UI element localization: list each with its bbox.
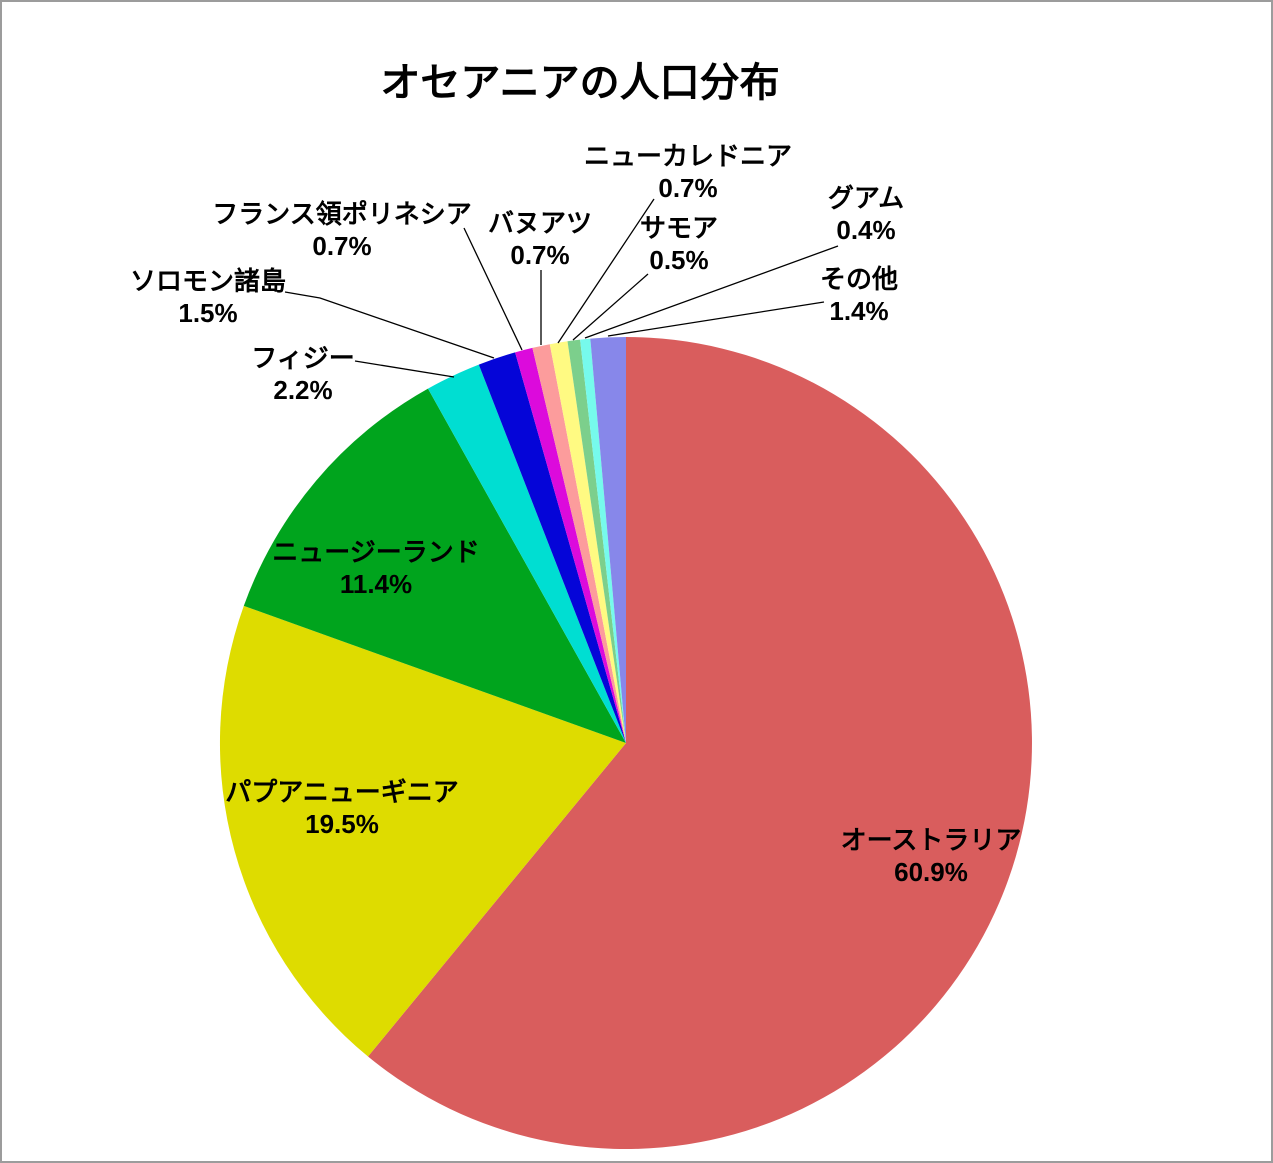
slice-label-name: ニュージーランド [272,537,480,567]
slice-label-new-caledonia: ニューカレドニア 0.7% [584,140,792,204]
pie-slice-new-caledonia [549,341,626,743]
pie-slice-solomon-islands [478,352,626,743]
slice-label-new-zealand: ニュージーランド 11.4% [272,536,479,600]
slice-label-name: ニューカレドニア [583,141,793,171]
pie-slice-samoa [567,339,626,743]
slice-label-name: ソロモン諸島 [129,266,287,296]
leader-line-solomon-islands [284,291,495,359]
slice-label-percent: 0.7% [658,173,718,203]
leader-line-french-polynesia [463,227,523,351]
pie-slice-french-polynesia [515,347,626,743]
pie-slice-guam [580,338,626,743]
pie-slice-other [590,337,626,743]
slice-label-percent: 2.2% [273,375,333,405]
pie-slice-australia [368,337,1032,1149]
slice-label-percent: 11.4% [339,569,413,599]
leader-line-new-caledonia [557,198,655,344]
slice-label-french-polynesia: フランス領ポリネシア 0.7% [212,198,471,262]
pie-slices [219,337,1032,1149]
leader-line-samoa [572,273,649,341]
slice-label-solomon-islands: ソロモン諸島 1.5% [130,265,286,329]
slice-label-name: その他 [819,264,899,294]
slice-label-other: その他 1.4% [820,263,898,327]
slice-label-name: フィジー [251,343,355,373]
slice-label-percent: 19.5% [305,809,379,839]
slice-label-papua-new-guinea: パプアニューギニア 19.5% [225,776,458,840]
pie-slice-fiji [428,364,626,743]
slice-label-samoa: サモア 0.5% [640,212,718,276]
chart-title: オセアニアの人口分布 [380,61,780,105]
slice-label-percent: 0.4% [836,215,896,245]
leader-line-guam [584,245,839,339]
pie-slice-papua-new-guinea [219,605,626,1057]
pie-slice-new-zealand [243,388,627,743]
slice-label-name: オーストラリア [840,825,1022,855]
slice-label-vanuatu: バヌアツ 0.7% [488,207,592,271]
slice-label-australia: オーストラリア 60.9% [841,824,1022,888]
slice-label-name: パプアニューギニア [225,777,459,807]
slice-label-name: バヌアツ [487,208,593,238]
slice-label-percent: 0.5% [649,245,709,275]
slice-label-percent: 0.7% [510,240,570,270]
slice-label-percent: 0.7% [312,231,372,261]
leader-lines [284,198,839,378]
slice-label-percent: 1.4% [829,296,889,326]
slice-label-percent: 1.5% [178,298,238,328]
slice-label-name: フランス領ポリネシア [212,199,472,229]
slice-label-name: サモア [639,213,719,243]
slice-label-percent: 60.9% [894,857,968,887]
slice-label-fiji: フィジー 2.2% [251,342,354,406]
pie-slice-vanuatu [532,344,626,743]
leader-line-fiji [354,360,455,378]
leader-line-other [607,301,825,337]
slice-label-name: グアム [827,183,905,213]
slice-label-guam: グアム 0.4% [828,182,904,246]
